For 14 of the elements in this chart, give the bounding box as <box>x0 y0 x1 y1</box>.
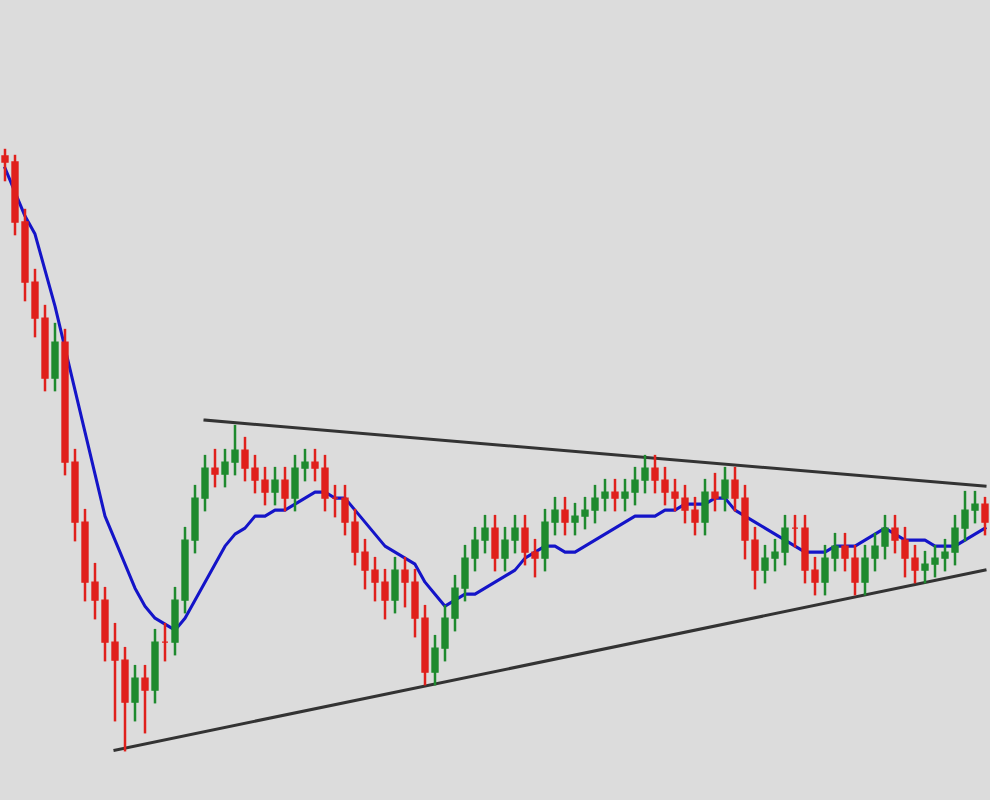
candlestick <box>211 448 219 488</box>
candlestick <box>271 466 279 506</box>
candlestick <box>281 466 289 512</box>
candlestick <box>491 514 499 572</box>
candlestick <box>141 664 149 734</box>
candlestick <box>701 478 709 536</box>
candlestick <box>51 322 59 392</box>
candlestick <box>981 496 989 536</box>
candlestick <box>131 664 139 722</box>
candlestick <box>711 472 719 512</box>
candlestick <box>721 466 729 512</box>
candlestick <box>391 556 399 614</box>
candlestick <box>561 496 569 536</box>
candlestick <box>611 478 619 512</box>
